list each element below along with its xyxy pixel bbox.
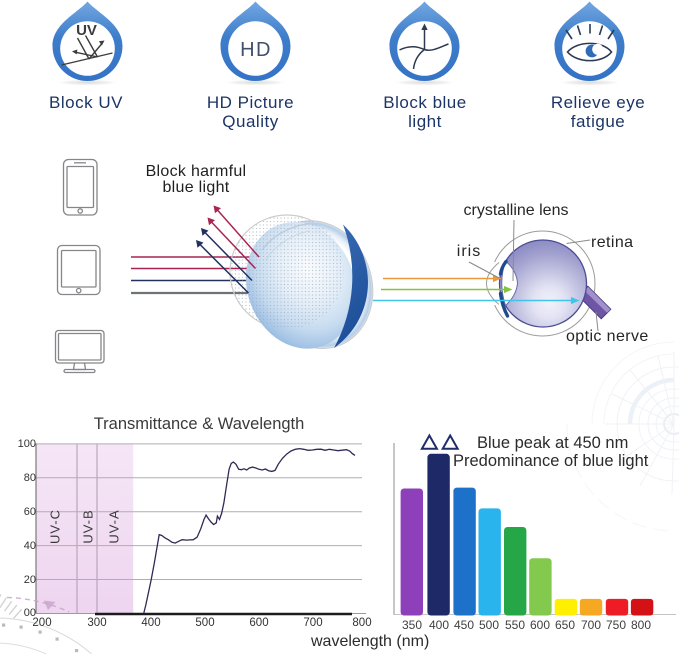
svg-text:UV: UV bbox=[76, 22, 97, 39]
svg-text:HD: HD bbox=[240, 39, 272, 61]
